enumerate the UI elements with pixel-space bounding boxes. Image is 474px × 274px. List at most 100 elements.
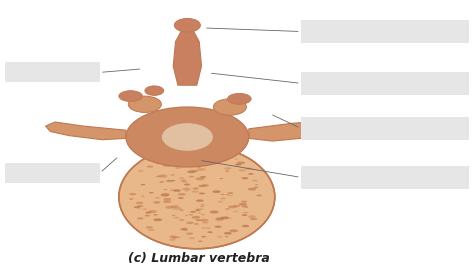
Ellipse shape: [186, 232, 193, 235]
Ellipse shape: [212, 190, 221, 193]
Ellipse shape: [233, 205, 240, 207]
Ellipse shape: [216, 217, 224, 220]
Ellipse shape: [148, 210, 157, 213]
Ellipse shape: [229, 195, 233, 196]
Ellipse shape: [189, 237, 195, 239]
Ellipse shape: [137, 205, 143, 207]
Ellipse shape: [224, 167, 231, 170]
Ellipse shape: [242, 225, 249, 227]
Ellipse shape: [164, 189, 167, 190]
Ellipse shape: [238, 169, 246, 172]
Ellipse shape: [200, 206, 205, 207]
Ellipse shape: [201, 204, 204, 205]
Ellipse shape: [241, 177, 248, 179]
Ellipse shape: [156, 176, 161, 177]
Ellipse shape: [178, 197, 184, 199]
Ellipse shape: [192, 187, 199, 190]
Ellipse shape: [202, 222, 209, 224]
Ellipse shape: [248, 188, 256, 190]
Ellipse shape: [199, 192, 205, 195]
Ellipse shape: [215, 226, 221, 228]
Ellipse shape: [197, 167, 201, 168]
Ellipse shape: [128, 96, 161, 112]
Ellipse shape: [184, 190, 189, 192]
Ellipse shape: [185, 188, 189, 189]
Ellipse shape: [178, 193, 186, 196]
Ellipse shape: [167, 158, 171, 160]
Ellipse shape: [141, 184, 146, 185]
Ellipse shape: [180, 229, 185, 230]
Ellipse shape: [171, 174, 174, 176]
Ellipse shape: [191, 190, 199, 193]
Ellipse shape: [221, 194, 225, 195]
Ellipse shape: [185, 215, 188, 216]
Ellipse shape: [214, 153, 219, 155]
Ellipse shape: [238, 203, 247, 206]
Ellipse shape: [210, 211, 219, 213]
Bar: [5, 62, 100, 82]
Polygon shape: [249, 121, 336, 141]
Ellipse shape: [201, 159, 208, 161]
Ellipse shape: [172, 215, 175, 216]
Ellipse shape: [241, 201, 247, 202]
Ellipse shape: [153, 214, 158, 216]
Ellipse shape: [233, 211, 238, 212]
Ellipse shape: [169, 159, 175, 162]
Ellipse shape: [158, 175, 167, 178]
Ellipse shape: [217, 236, 222, 238]
Ellipse shape: [211, 158, 218, 161]
Ellipse shape: [215, 218, 224, 221]
Ellipse shape: [159, 182, 163, 183]
Ellipse shape: [213, 99, 246, 115]
Ellipse shape: [192, 154, 199, 156]
Ellipse shape: [242, 214, 247, 216]
Ellipse shape: [205, 227, 211, 229]
Ellipse shape: [201, 184, 209, 187]
Polygon shape: [173, 20, 201, 85]
Ellipse shape: [163, 200, 172, 203]
Ellipse shape: [196, 209, 199, 210]
Polygon shape: [46, 122, 126, 140]
Ellipse shape: [155, 161, 159, 163]
Ellipse shape: [176, 158, 184, 161]
Ellipse shape: [166, 180, 173, 182]
Ellipse shape: [175, 167, 181, 169]
Ellipse shape: [181, 228, 188, 230]
Ellipse shape: [165, 206, 174, 209]
Ellipse shape: [129, 193, 137, 195]
Ellipse shape: [173, 189, 181, 192]
Ellipse shape: [225, 236, 229, 237]
Ellipse shape: [170, 235, 178, 238]
Ellipse shape: [155, 197, 160, 199]
Ellipse shape: [180, 158, 185, 160]
Bar: [301, 20, 469, 43]
Ellipse shape: [256, 195, 262, 196]
Ellipse shape: [174, 217, 180, 219]
Ellipse shape: [137, 218, 143, 219]
Ellipse shape: [138, 170, 144, 172]
Ellipse shape: [228, 218, 232, 219]
Ellipse shape: [145, 86, 164, 95]
Ellipse shape: [243, 212, 248, 213]
Ellipse shape: [196, 199, 204, 202]
Ellipse shape: [190, 211, 196, 213]
Ellipse shape: [161, 194, 165, 196]
Ellipse shape: [195, 210, 200, 211]
Ellipse shape: [143, 208, 147, 210]
Ellipse shape: [183, 229, 188, 231]
Ellipse shape: [129, 198, 134, 200]
Ellipse shape: [180, 210, 183, 211]
Ellipse shape: [249, 217, 255, 219]
Ellipse shape: [196, 177, 204, 180]
Ellipse shape: [182, 188, 186, 190]
Ellipse shape: [182, 181, 187, 182]
Ellipse shape: [248, 215, 256, 218]
Ellipse shape: [228, 206, 237, 208]
Ellipse shape: [198, 185, 205, 187]
Ellipse shape: [197, 168, 206, 171]
Ellipse shape: [201, 236, 206, 238]
Ellipse shape: [221, 198, 225, 199]
Ellipse shape: [235, 163, 242, 165]
Ellipse shape: [163, 164, 172, 167]
Ellipse shape: [218, 201, 223, 202]
